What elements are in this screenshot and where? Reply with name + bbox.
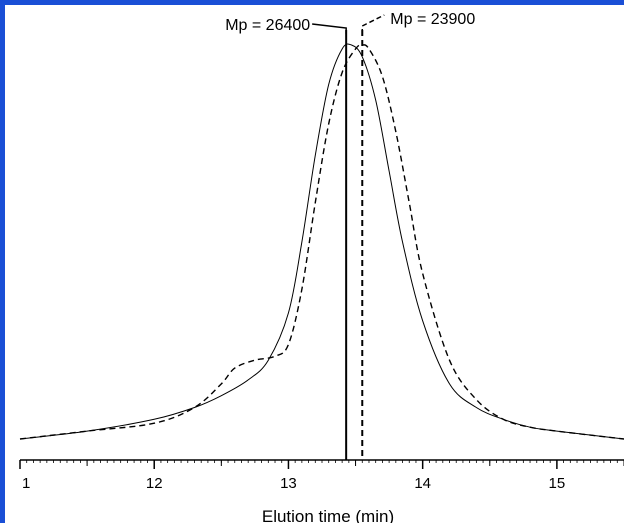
frame-left xyxy=(0,0,5,523)
x-tick-label: 15 xyxy=(549,475,566,492)
x-axis-title: Elution time (min) xyxy=(262,507,394,523)
peak-label-solid: Mp = 26400 xyxy=(225,17,310,34)
x-tick-label: 13 xyxy=(280,475,297,492)
peak-label-dashed: Mp = 23900 xyxy=(390,11,475,28)
series-line-dashed xyxy=(19,44,624,440)
leader-solid xyxy=(312,23,347,34)
x-tick-label: 12 xyxy=(146,475,163,492)
x-tick-label: 14 xyxy=(414,475,431,492)
plot-area: Mp = 26400 Mp = 23900 1 12 13 14 15 xyxy=(19,11,624,492)
leader-dashed xyxy=(361,14,385,34)
frame-top xyxy=(0,0,624,5)
x-tick-label: 1 xyxy=(22,475,30,492)
series-line-solid xyxy=(19,43,624,440)
